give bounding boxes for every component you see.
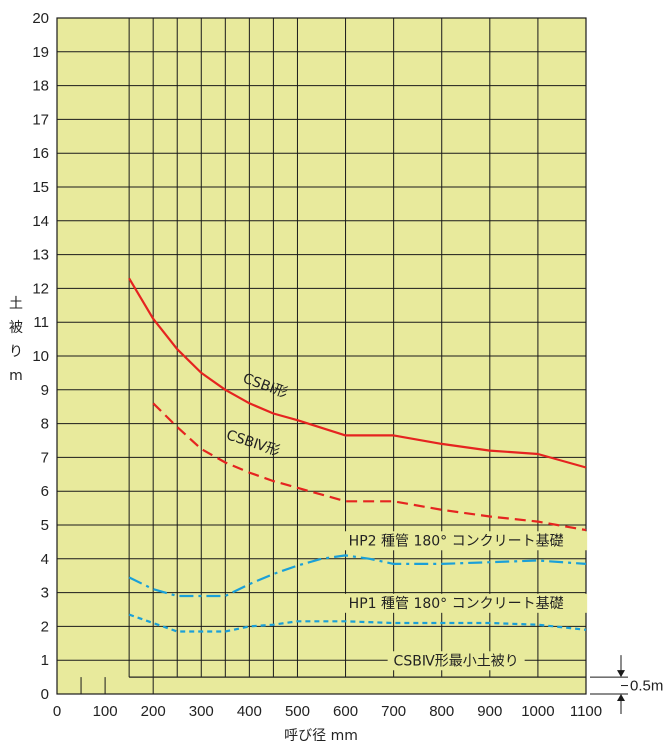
annotation-bg	[325, 593, 588, 613]
x-tick-label: 500	[285, 703, 310, 720]
min-cover-marker: 0.5m	[590, 655, 663, 714]
y-tick-label: 4	[41, 551, 49, 568]
annotation-bg	[325, 531, 588, 551]
x-tick-label: 800	[429, 703, 454, 720]
y-tick-label: 9	[41, 382, 49, 399]
annotation-label: HP2 種管 180° コンクリート基礎	[349, 532, 564, 549]
x-tick-label: 900	[477, 703, 502, 720]
x-tick-label: 0	[53, 703, 61, 720]
annotation-label: CSBⅣ形最小土被り	[394, 653, 519, 669]
annotation-bg	[387, 651, 525, 671]
y-tick-label: 11	[33, 314, 49, 331]
x-tick-label: 400	[237, 703, 262, 720]
y-tick-label: 12	[32, 280, 49, 297]
y-tick-label: 2	[41, 618, 49, 635]
y-tick-label: 1	[41, 652, 49, 669]
y-tick-label: 16	[32, 145, 49, 162]
y-tick-label: 5	[41, 517, 49, 534]
y-tick-label: 8	[41, 416, 49, 433]
y-tick-label: 14	[32, 213, 49, 230]
y-axis-label: り	[9, 344, 23, 360]
y-tick-label: 19	[32, 44, 49, 61]
y-tick-label: 0	[41, 686, 49, 703]
y-tick-label: 6	[41, 483, 49, 500]
series-layer	[128, 277, 587, 678]
series-line-1	[152, 402, 587, 532]
y-tick-label: 10	[32, 348, 49, 365]
x-tick-label: 600	[333, 703, 358, 720]
y-tick-label: 3	[41, 585, 49, 602]
series-line-2	[128, 554, 587, 598]
y-tick-label: 15	[32, 179, 49, 196]
y-tick-label: 18	[32, 78, 49, 95]
marker-arrowhead-top	[617, 670, 625, 678]
x-tick-label: 1000	[521, 703, 554, 720]
y-axis-label: 被	[9, 320, 23, 336]
x-tick-label: 700	[381, 703, 406, 720]
y-tick-label: 17	[32, 111, 49, 128]
marker-arrowhead-bottom	[617, 694, 625, 701]
y-axis-label: 土	[9, 296, 23, 312]
y-axis-label: m	[9, 368, 23, 384]
series-line-0	[128, 277, 587, 469]
y-tick-label: 13	[32, 247, 49, 264]
x-tick-label: 1100	[570, 703, 602, 720]
x-tick-label: 100	[93, 703, 118, 720]
grid	[56, 17, 587, 695]
marker-label: 0.5m	[630, 678, 663, 695]
plot-frame	[56, 17, 587, 695]
y-tick-label: 20	[32, 10, 49, 27]
annotation-label: HP1 種管 180° コンクリート基礎	[349, 595, 564, 612]
x-tick-label: 300	[189, 703, 214, 720]
x-tick-label: 200	[141, 703, 166, 720]
y-tick-label: 7	[41, 449, 49, 466]
x-axis-label: 呼び径 mm	[284, 728, 358, 744]
series-line-3	[128, 613, 587, 633]
